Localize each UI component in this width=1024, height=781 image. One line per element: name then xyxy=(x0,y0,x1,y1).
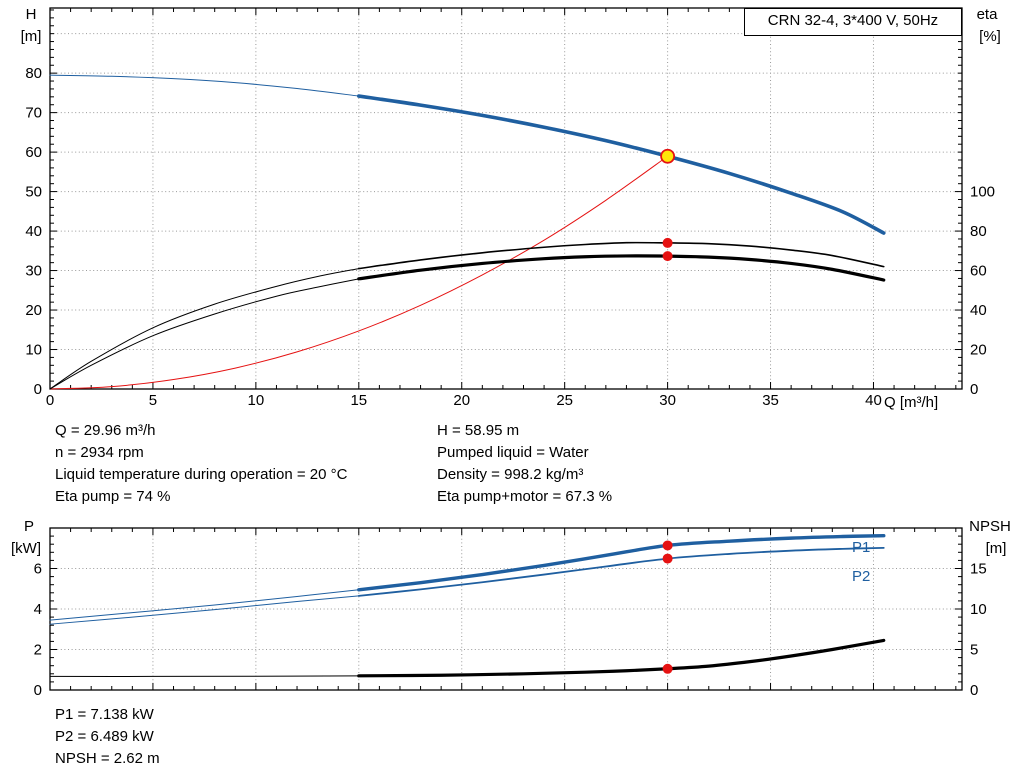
pump-title-box: CRN 32-4, 3*400 V, 50Hz xyxy=(744,8,962,36)
y-right-tick-label: 20 xyxy=(970,342,987,359)
npsh-axis-title: NPSH xyxy=(969,518,1011,535)
y-left-tick-label: 6 xyxy=(34,561,42,578)
system-curve xyxy=(49,155,669,390)
x-tick-label: 35 xyxy=(762,392,779,409)
eta-pump-marker xyxy=(662,237,673,248)
y-left-tick-label: 4 xyxy=(34,601,42,618)
info-npsh: NPSH = 2.62 m xyxy=(55,750,160,767)
power-info-column: P1 = 7.138 kW P2 = 6.489 kW NPSH = 2.62 … xyxy=(55,704,160,770)
y-left-tick-label: 60 xyxy=(25,144,42,161)
eta-pump-motor-lead xyxy=(49,278,360,390)
info-density: Density = 998.2 kg/m³ xyxy=(437,466,584,483)
info-p2: P2 = 6.489 kW xyxy=(55,728,154,745)
p-axis-unit: [kW] xyxy=(11,540,41,557)
info-speed: n = 2934 rpm xyxy=(55,444,144,461)
y-right-tick-label: 0 xyxy=(970,381,978,398)
npsh-marker xyxy=(662,663,673,674)
x-tick-label: 25 xyxy=(556,392,573,409)
series-label-p2: P2 xyxy=(852,568,870,585)
info-p1: P1 = 7.138 kW xyxy=(55,706,154,723)
y-right-tick-label: 15 xyxy=(970,561,987,578)
power-npsh-chart: 0 2 4 6 0 5 10 15 P1 P2 xyxy=(34,527,987,699)
p2-marker xyxy=(662,553,673,564)
y-right-tick-label: 40 xyxy=(970,302,987,319)
y-left-tick-label: 20 xyxy=(25,302,42,319)
y-left-tick-label: 50 xyxy=(25,184,42,201)
info-eta-pump-motor: Eta pump+motor = 67.3 % xyxy=(437,488,613,505)
y-left-tick-label: 2 xyxy=(34,642,42,659)
eta-pump-motor-marker xyxy=(662,251,673,262)
eta-pump-lead xyxy=(49,268,360,390)
qh-eta-chart: 0 5 10 15 20 25 30 35 40 0 10 20 30 40 50 60 70 80 0 20 40 60… xyxy=(25,7,995,409)
h-axis-unit: [m] xyxy=(20,28,42,45)
y-left-tick-label: 70 xyxy=(25,105,42,122)
y-left-tick-label: 40 xyxy=(25,223,42,240)
qh-curve xyxy=(357,94,886,235)
y-left-tick-label: 30 xyxy=(25,263,42,280)
x-tick-label: 10 xyxy=(248,392,265,409)
eta-pump-curve xyxy=(358,241,885,270)
y-left-tick-label: 10 xyxy=(25,342,42,359)
series-label-p1: P1 xyxy=(852,539,870,556)
npsh-curve xyxy=(357,638,886,678)
h-axis-title: H xyxy=(25,6,37,23)
x-tick-label: 0 xyxy=(46,392,54,409)
info-head: H = 58.95 m xyxy=(437,422,520,439)
info-eta-pump: Eta pump = 74 % xyxy=(55,488,171,505)
y-right-tick-label: 5 xyxy=(970,642,978,659)
duty-point-marker xyxy=(660,148,676,164)
p1-curve xyxy=(357,533,886,592)
y-right-tick-label: 100 xyxy=(970,184,995,201)
p2-lead xyxy=(49,595,360,625)
npsh-axis-unit: [m] xyxy=(985,540,1007,557)
plot-frame xyxy=(49,7,963,390)
q-axis-title: Q [m³/h] xyxy=(884,394,939,411)
y-right-tick-label: 80 xyxy=(970,223,987,240)
x-tick-label: 40 xyxy=(865,392,882,409)
info-liquid: Pumped liquid = Water xyxy=(437,444,589,461)
duty-info-right-column: H = 58.95 m Pumped liquid = Water Densit… xyxy=(437,420,612,508)
eta-axis-title: eta xyxy=(976,6,998,23)
x-tick-label: 15 xyxy=(350,392,367,409)
info-flow: Q = 29.96 m³/h xyxy=(55,422,156,439)
p1-marker xyxy=(662,540,673,551)
qh-curve-lead xyxy=(49,74,360,97)
duty-info-left-column: Q = 29.96 m³/h n = 2934 rpm Liquid tempe… xyxy=(55,420,347,508)
y-left-tick-label: 80 xyxy=(25,65,42,82)
y-left-tick-label: 0 xyxy=(34,381,42,398)
info-temperature: Liquid temperature during operation = 20… xyxy=(55,466,348,483)
y-right-tick-label: 60 xyxy=(970,263,987,280)
npsh-lead xyxy=(49,675,360,677)
y-left-tick-label: 0 xyxy=(34,682,42,699)
p-axis-title: P xyxy=(23,518,34,535)
p1-lead xyxy=(49,589,360,621)
x-tick-label: 20 xyxy=(453,392,470,409)
y-right-tick-label: 10 xyxy=(970,601,987,618)
y-right-tick-label: 0 xyxy=(970,682,978,699)
x-tick-label: 5 xyxy=(149,392,157,409)
p2-curve xyxy=(357,546,885,597)
x-tick-label: 30 xyxy=(659,392,676,409)
eta-pump-motor-curve xyxy=(357,254,886,282)
eta-axis-unit: [%] xyxy=(979,28,1001,45)
